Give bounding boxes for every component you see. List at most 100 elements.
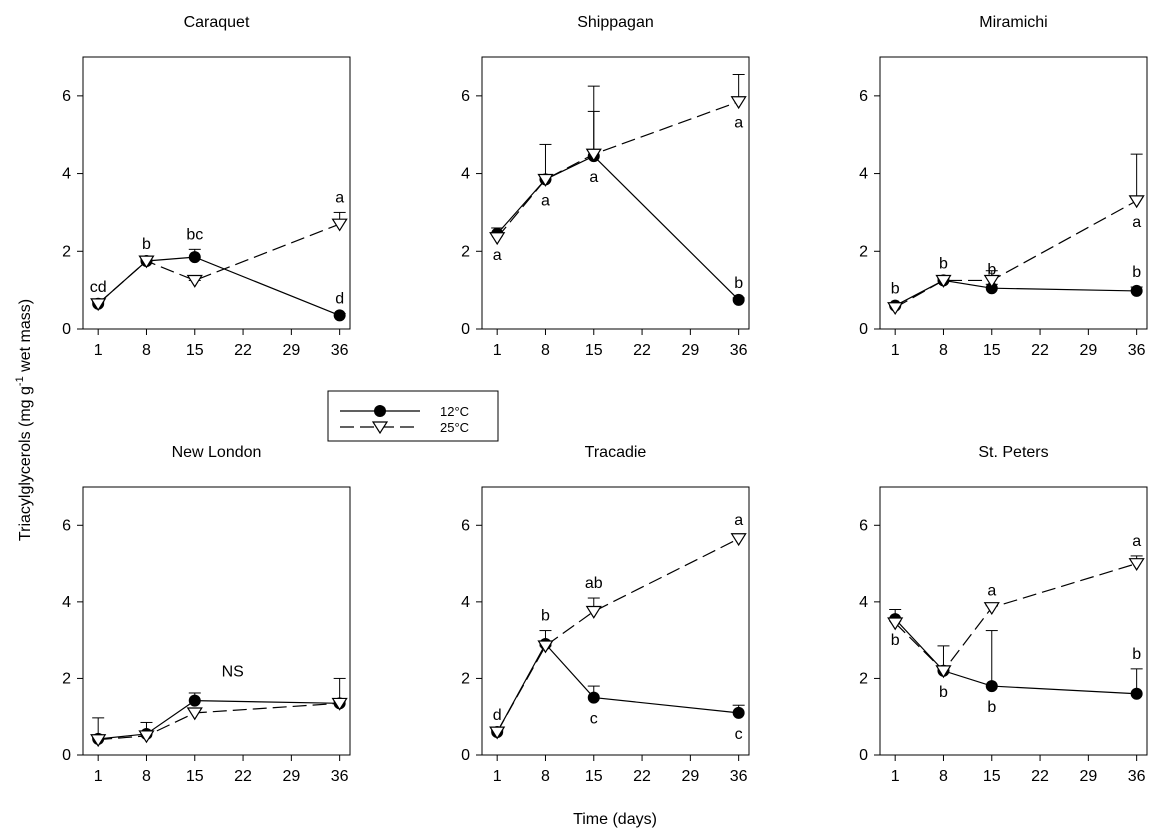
x-tick-label: 1 (891, 768, 900, 785)
x-tick-label: 22 (234, 342, 252, 359)
marker-open (90, 298, 107, 312)
marker-open (489, 726, 506, 740)
x-tick-label: 36 (1128, 768, 1146, 785)
plot-frame (879, 56, 1148, 330)
significance-letter: a (541, 192, 550, 209)
marker-open (887, 617, 904, 631)
y-tick-label: 2 (461, 243, 470, 260)
x-tick-label: 22 (633, 342, 651, 359)
significance-letter: b (1132, 264, 1141, 281)
marker-open (537, 640, 554, 654)
series-line (97, 223, 340, 305)
plot-frame (481, 56, 750, 330)
significance-letter: a (987, 583, 996, 600)
panel-title: Caraquet (184, 14, 250, 31)
significance-letter: b (987, 699, 996, 716)
y-tick-label: 6 (461, 517, 470, 534)
series-line (496, 155, 740, 301)
panel-title: New London (172, 444, 262, 461)
series-line (894, 279, 1137, 307)
marker-open (90, 734, 107, 748)
series-line (496, 538, 739, 733)
significance-letter: b (939, 255, 948, 272)
y-axis-label: Triacylglycerols (mg g-1 wet mass) (14, 299, 34, 541)
y-tick-label: 0 (461, 747, 470, 764)
y-tick-label: 6 (859, 517, 868, 534)
x-tick-label: 15 (585, 768, 603, 785)
x-tick-label: 1 (493, 342, 502, 359)
significance-letter: b (891, 281, 900, 298)
significance-letter: b (891, 632, 900, 649)
significance-letter: ab (585, 575, 603, 592)
x-tick-label: 29 (282, 768, 300, 785)
marker-open (331, 697, 348, 711)
series-line (496, 642, 739, 733)
x-tick-label: 36 (331, 768, 349, 785)
marker-open (730, 533, 747, 547)
significance-letter: a (734, 115, 743, 132)
significance-letter: b (987, 261, 996, 278)
x-tick-label: 8 (939, 342, 948, 359)
y-tick-label: 0 (62, 321, 71, 338)
significance-letter: a (734, 512, 743, 529)
significance-letter: a (335, 189, 344, 206)
x-tick-label: 29 (1079, 768, 1097, 785)
marker-open (887, 302, 904, 316)
marker-open (983, 274, 1000, 288)
x-tick-label: 22 (1031, 342, 1049, 359)
marker-open (331, 218, 348, 232)
x-axis-label: Time (days) (573, 811, 657, 828)
significance-letter: b (734, 275, 743, 292)
marker-filled (188, 694, 201, 707)
marker-filled (732, 706, 745, 719)
x-tick-label: 36 (730, 342, 748, 359)
significance-letter: b (1132, 646, 1141, 663)
marker-open (983, 602, 1000, 616)
series-line (894, 618, 1137, 695)
x-tick-label: 22 (633, 768, 651, 785)
y-tick-label: 2 (859, 243, 868, 260)
x-tick-label: 1 (94, 342, 103, 359)
y-tick-label: 4 (859, 594, 868, 611)
significance-letter: c (735, 726, 743, 743)
marker-filled (985, 680, 998, 693)
marker-filled (333, 309, 346, 322)
marker-open (138, 255, 155, 269)
legend-marker (371, 421, 389, 435)
x-tick-label: 1 (493, 768, 502, 785)
marker-open (730, 96, 747, 110)
marker-open (1128, 558, 1145, 572)
plot-frame (82, 486, 351, 756)
significance-letter: a (1132, 533, 1141, 550)
y-tick-label: 2 (62, 243, 71, 260)
panel-title: Tracadie (585, 444, 647, 461)
x-tick-label: 1 (94, 768, 103, 785)
annotation: NS (222, 664, 244, 681)
x-tick-label: 36 (1128, 342, 1146, 359)
x-tick-label: 15 (186, 342, 204, 359)
marker-filled (188, 251, 201, 264)
plot-frame (82, 56, 351, 330)
significance-letter: a (589, 169, 598, 186)
y-tick-label: 0 (859, 747, 868, 764)
x-tick-label: 15 (585, 342, 603, 359)
y-tick-label: 6 (62, 88, 71, 105)
significance-letter: cd (90, 279, 107, 296)
x-tick-label: 8 (541, 342, 550, 359)
y-tick-label: 6 (461, 88, 470, 105)
marker-open (537, 173, 554, 187)
significance-letter: d (335, 290, 344, 307)
significance-letter: a (493, 247, 502, 264)
y-tick-label: 4 (461, 166, 470, 183)
significance-letter: a (1132, 214, 1141, 231)
significance-letter: c (590, 711, 598, 728)
y-tick-label: 0 (461, 321, 470, 338)
x-tick-label: 29 (282, 342, 300, 359)
marker-filled (587, 691, 600, 704)
legend-label: 12°C (440, 404, 469, 419)
marker-filled (1130, 687, 1143, 700)
x-tick-label: 8 (142, 342, 151, 359)
x-tick-label: 15 (983, 768, 1001, 785)
x-tick-label: 36 (331, 342, 349, 359)
